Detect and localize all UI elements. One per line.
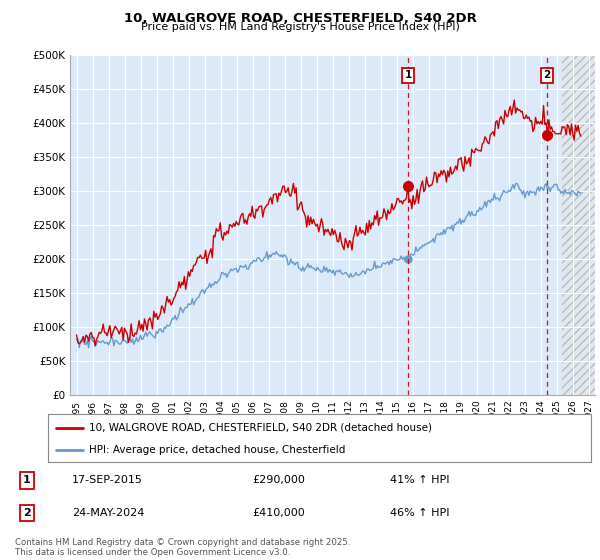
Text: 10, WALGROVE ROAD, CHESTERFIELD, S40 2DR: 10, WALGROVE ROAD, CHESTERFIELD, S40 2DR bbox=[124, 12, 476, 25]
Text: 1: 1 bbox=[404, 70, 412, 80]
Text: 2: 2 bbox=[23, 508, 31, 518]
Text: 10, WALGROVE ROAD, CHESTERFIELD, S40 2DR (detached house): 10, WALGROVE ROAD, CHESTERFIELD, S40 2DR… bbox=[89, 423, 432, 433]
Bar bbox=[562, 55, 600, 395]
Bar bbox=[562, 55, 600, 395]
Text: 1: 1 bbox=[23, 475, 31, 486]
Text: HPI: Average price, detached house, Chesterfield: HPI: Average price, detached house, Ches… bbox=[89, 445, 345, 455]
Text: 2: 2 bbox=[544, 70, 551, 80]
Text: 41% ↑ HPI: 41% ↑ HPI bbox=[390, 475, 449, 486]
Text: 24-MAY-2024: 24-MAY-2024 bbox=[72, 508, 145, 518]
Text: Price paid vs. HM Land Registry's House Price Index (HPI): Price paid vs. HM Land Registry's House … bbox=[140, 22, 460, 32]
Text: £410,000: £410,000 bbox=[252, 508, 305, 518]
Text: 46% ↑ HPI: 46% ↑ HPI bbox=[390, 508, 449, 518]
Text: 17-SEP-2015: 17-SEP-2015 bbox=[72, 475, 143, 486]
Text: Contains HM Land Registry data © Crown copyright and database right 2025.
This d: Contains HM Land Registry data © Crown c… bbox=[15, 538, 350, 557]
Text: £290,000: £290,000 bbox=[252, 475, 305, 486]
